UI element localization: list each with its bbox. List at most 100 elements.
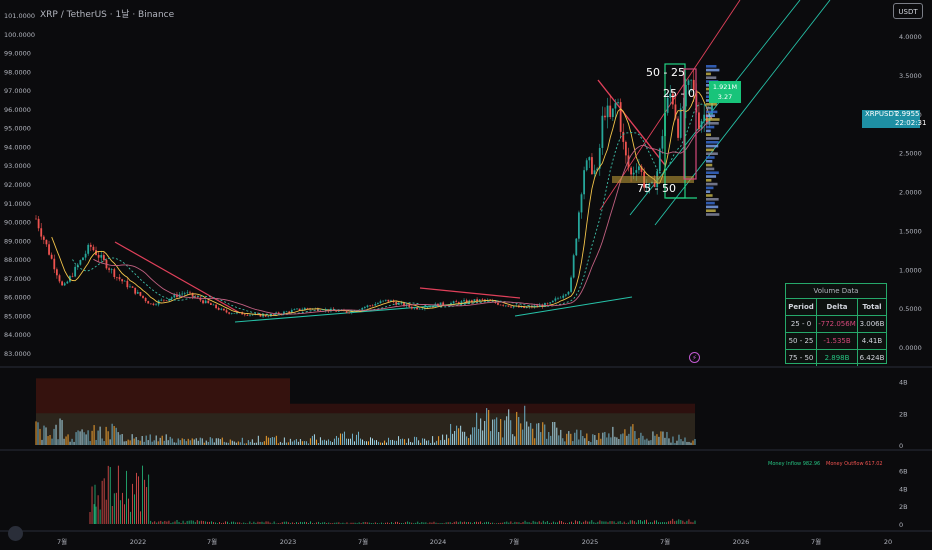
- channel-line: [599, 0, 741, 211]
- candle-body: [669, 93, 672, 98]
- candle-body: [288, 311, 291, 313]
- left-tick-label: 93.0000: [4, 162, 31, 170]
- left-tick-label: 91.0000: [4, 200, 31, 208]
- left-tick-label: 97.0000: [4, 87, 31, 95]
- right-tick-label: 4.0000: [899, 33, 922, 41]
- logo-icon[interactable]: [8, 526, 23, 541]
- candle-body: [230, 313, 233, 315]
- money-flow-pane[interactable]: 6B 4B 2B 0: [89, 465, 908, 529]
- left-tick-label: 92.0000: [4, 181, 31, 189]
- row-total: 6.424B: [859, 354, 885, 362]
- candle-body: [50, 254, 53, 259]
- profile-bar: [706, 194, 713, 197]
- candle-body: [648, 183, 651, 187]
- candle-body: [666, 97, 669, 113]
- left-tick-label: 96.0000: [4, 106, 31, 114]
- money-outflow-label: Money Outflow 617.02: [826, 461, 883, 467]
- price-candles[interactable]: [35, 70, 713, 319]
- candle-body: [170, 297, 173, 299]
- left-tick-label: 99.0000: [4, 50, 31, 58]
- right-tick-label: 1.0000: [899, 266, 922, 274]
- candle-body: [40, 228, 43, 237]
- profile-bar: [706, 122, 719, 125]
- candle-body: [139, 292, 142, 296]
- price-tag-value: 2.9955: [895, 110, 920, 118]
- candle-body: [450, 303, 452, 306]
- right-tick-label: 2.0000: [899, 189, 922, 197]
- candle-body: [460, 301, 463, 305]
- candle-body: [259, 313, 262, 317]
- support-line: [514, 296, 633, 317]
- right-tick-label: 3.5000: [899, 72, 922, 80]
- profile-bar: [706, 137, 720, 140]
- candle-body: [554, 298, 557, 301]
- period-boxes: [664, 63, 697, 199]
- candle-body: [606, 105, 609, 118]
- candle-body: [598, 147, 601, 169]
- candle-body: [546, 303, 549, 304]
- candle-body: [624, 141, 627, 156]
- profile-bar: [706, 156, 715, 159]
- profile-bar: [706, 106, 712, 110]
- candle-body: [421, 308, 424, 310]
- left-axis: 101.0000 100.0000 99.0000 98.0000 97.0000 96.…: [4, 12, 35, 358]
- candle-body: [410, 306, 413, 309]
- candle-body: [301, 309, 304, 311]
- candle-body: [249, 314, 251, 316]
- candle-body: [118, 277, 121, 280]
- candle-body: [162, 299, 165, 301]
- channel-line: [654, 0, 831, 226]
- candle-body: [457, 302, 460, 305]
- candle-body: [48, 244, 50, 255]
- candle-body: [283, 311, 285, 315]
- candle-body: [609, 105, 612, 118]
- candle-body: [698, 112, 700, 130]
- candle-body: [183, 293, 186, 294]
- candle-body: [212, 304, 215, 306]
- downtrend-line: [114, 241, 241, 314]
- candle-body: [559, 297, 562, 299]
- row-period: 50 - 25: [786, 333, 817, 349]
- row-total: 3.006B: [859, 320, 885, 328]
- candle-body: [416, 307, 418, 310]
- candle-body: [653, 181, 656, 188]
- volume-data-table: Volume Data Period Delta Total 25 - 0 -7…: [785, 283, 887, 366]
- candle-body: [223, 308, 225, 311]
- period-label-50-25: 50 - 25: [646, 66, 685, 79]
- candle-body: [413, 307, 416, 309]
- candle-body: [700, 121, 703, 130]
- candle-body: [134, 287, 137, 294]
- candle-body: [293, 309, 296, 311]
- currency-button[interactable]: USDT: [893, 3, 923, 19]
- candle-body: [384, 299, 387, 301]
- candle-body: [348, 312, 351, 314]
- left-tick-label: 100.0000: [4, 31, 35, 39]
- right-axis: 4.00003.50003.00002.50002.00001.50001.00…: [899, 33, 922, 352]
- left-tick-label: 95.0000: [4, 125, 31, 133]
- left-tick-label: 90.0000: [4, 219, 31, 227]
- x-tick-label: 7월: [207, 537, 217, 546]
- candle-body: [387, 299, 390, 302]
- x-tick-label: 20: [884, 538, 892, 546]
- candle-body: [58, 275, 61, 282]
- price-tag: XRPUSDT 2.9955 22:02:31: [862, 110, 926, 128]
- candle-body: [504, 305, 507, 307]
- volume-pane[interactable]: 4B 2B 0: [35, 378, 908, 450]
- price-tag-symbol: XRPUSDT: [865, 110, 899, 118]
- candle-body: [71, 276, 74, 277]
- candle-body: [591, 157, 593, 175]
- candle-body: [176, 294, 178, 298]
- candle-body: [277, 312, 280, 314]
- price-tag-time: 22:02:31: [895, 119, 927, 127]
- candle-body: [233, 313, 236, 315]
- profile-bar: [706, 144, 719, 148]
- candle-body: [337, 310, 340, 312]
- x-tick-label: 7월: [358, 537, 368, 546]
- lightning-icon[interactable]: ⚡: [689, 352, 700, 363]
- left-tick-label: 83.0000: [4, 350, 31, 358]
- candle-body: [189, 292, 191, 294]
- candle-body: [619, 102, 622, 132]
- candle-body: [366, 305, 369, 308]
- candle-body: [671, 93, 674, 105]
